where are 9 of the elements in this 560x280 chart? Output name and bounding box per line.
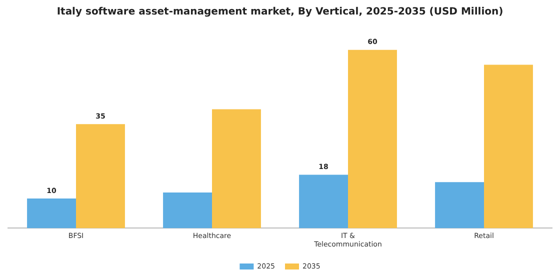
bar — [435, 182, 484, 228]
bar — [348, 50, 397, 228]
chart-title: Italy software asset-management market, By Vertical, 2025-2035 (USD Million) — [56, 6, 504, 18]
bar — [27, 198, 76, 228]
bar — [484, 64, 533, 228]
bar — [76, 124, 125, 228]
bar — [299, 174, 348, 228]
bar — [163, 192, 212, 228]
bar — [212, 109, 261, 228]
